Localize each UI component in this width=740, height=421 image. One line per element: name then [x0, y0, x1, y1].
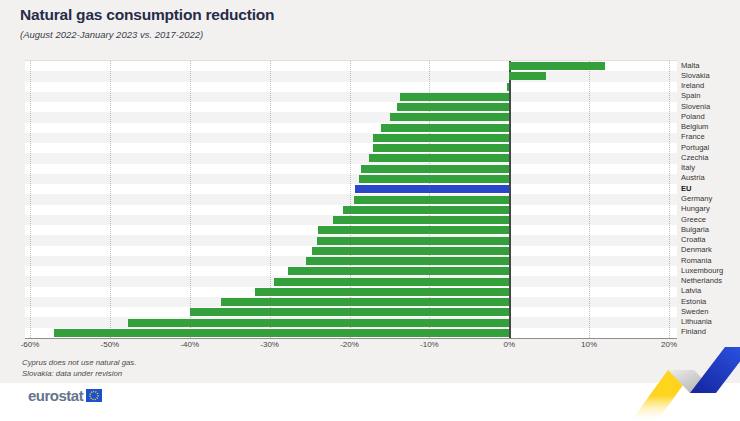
bar-poland [390, 113, 509, 121]
bar-bulgaria [318, 226, 509, 234]
x-tick-label: -10% [407, 340, 451, 349]
chart-title: Natural gas consumption reduction [20, 6, 274, 24]
country-label-eu: EU [681, 183, 739, 193]
country-label-sweden: Sweden [681, 306, 739, 316]
row-stripe [25, 92, 677, 102]
country-label-denmark: Denmark [681, 245, 739, 255]
bar-croatia [317, 237, 510, 245]
country-label-netherlands: Netherlands [681, 275, 739, 285]
country-label-croatia: Croatia [681, 234, 739, 244]
bar-czechia [369, 154, 510, 162]
bar-finland [54, 329, 509, 337]
footnotes: Cyprus does not use natural gas. Slovaki… [22, 357, 136, 379]
bar-luxembourg [288, 267, 509, 275]
bar-hungary [343, 206, 509, 214]
row-stripe [25, 123, 677, 133]
bar-eu [355, 185, 509, 193]
x-tick-label: -50% [88, 340, 132, 349]
bar-portugal [373, 144, 510, 152]
row-stripe [25, 174, 677, 184]
footnote-cyprus: Cyprus does not use natural gas. [22, 357, 136, 368]
country-label-hungary: Hungary [681, 204, 739, 214]
bar-belgium [381, 124, 510, 132]
eurostat-logo: eurostat [28, 387, 102, 404]
eurostat-logo-text: eurostat [28, 387, 83, 404]
x-tick-label: -30% [248, 340, 292, 349]
row-stripe [25, 153, 677, 163]
bar-spain [400, 93, 509, 101]
footnote-slovakia: Slovakia: data under revision [22, 368, 136, 379]
country-label-greece: Greece [681, 214, 739, 224]
bar-france [373, 134, 509, 142]
bar-italy [361, 165, 509, 173]
plot-area [25, 60, 677, 339]
country-label-spain: Spain [681, 91, 739, 101]
bar-ireland [507, 83, 509, 91]
row-stripe [25, 194, 677, 204]
eu-flag-icon [86, 389, 102, 402]
x-tick-label: 0% [487, 340, 531, 349]
country-label-luxembourg: Luxembourg [681, 265, 739, 275]
country-label-germany: Germany [681, 193, 739, 203]
decorative-ribbon-graphic [610, 331, 740, 421]
country-label-slovakia: Slovakia [681, 70, 739, 80]
gridline [429, 61, 430, 338]
row-stripe [25, 82, 677, 92]
country-label-lithuania: Lithuania [681, 316, 739, 326]
bar-slovenia [397, 103, 510, 111]
country-label-malta: Malta [681, 60, 739, 70]
bar-germany [354, 196, 509, 204]
country-label-latvia: Latvia [681, 286, 739, 296]
row-stripe [25, 112, 677, 122]
bar-slovakia [509, 72, 546, 80]
bar-greece [333, 216, 510, 224]
zero-axis-line [509, 61, 511, 338]
row-stripe [25, 184, 677, 194]
bar-lithuania [128, 319, 509, 327]
gridline [350, 61, 351, 338]
country-label-france: France [681, 132, 739, 142]
country-label-belgium: Belgium [681, 122, 739, 132]
gridline [190, 61, 191, 338]
figure: Natural gas consumption reduction (Augus… [0, 0, 740, 421]
country-label-italy: Italy [681, 163, 739, 173]
gridline [110, 61, 111, 338]
country-label-ireland: Ireland [681, 81, 739, 91]
bar-austria [359, 175, 509, 183]
gridline [589, 61, 590, 338]
country-label-portugal: Portugal [681, 142, 739, 152]
gridline [270, 61, 271, 338]
country-label-bulgaria: Bulgaria [681, 224, 739, 234]
country-label-poland: Poland [681, 111, 739, 121]
row-stripe [25, 102, 677, 112]
bar-malta [509, 62, 605, 70]
bar-romania [306, 257, 509, 265]
country-label-slovenia: Slovenia [681, 101, 739, 111]
row-stripe [25, 143, 677, 153]
country-labels: MaltaSlovakiaIrelandSpainSloveniaPolandB… [681, 60, 739, 337]
row-stripe [25, 164, 677, 174]
country-label-austria: Austria [681, 173, 739, 183]
x-tick-label: 10% [567, 340, 611, 349]
bar-estonia [221, 298, 509, 306]
bar-denmark [312, 247, 509, 255]
x-tick-label: -20% [328, 340, 372, 349]
bar-netherlands [274, 278, 509, 286]
x-tick-label: -40% [168, 340, 212, 349]
x-tick-label: -60% [8, 340, 52, 349]
gridline [30, 61, 31, 338]
gridline [669, 61, 670, 338]
country-label-estonia: Estonia [681, 296, 739, 306]
row-stripe [25, 71, 677, 81]
country-label-romania: Romania [681, 255, 739, 265]
bar-latvia [255, 288, 509, 296]
chart-subtitle: (August 2022-January 2023 vs. 2017-2022) [20, 29, 203, 40]
row-stripe [25, 133, 677, 143]
ribbon-blue-segment [690, 347, 740, 393]
country-label-czechia: Czechia [681, 152, 739, 162]
